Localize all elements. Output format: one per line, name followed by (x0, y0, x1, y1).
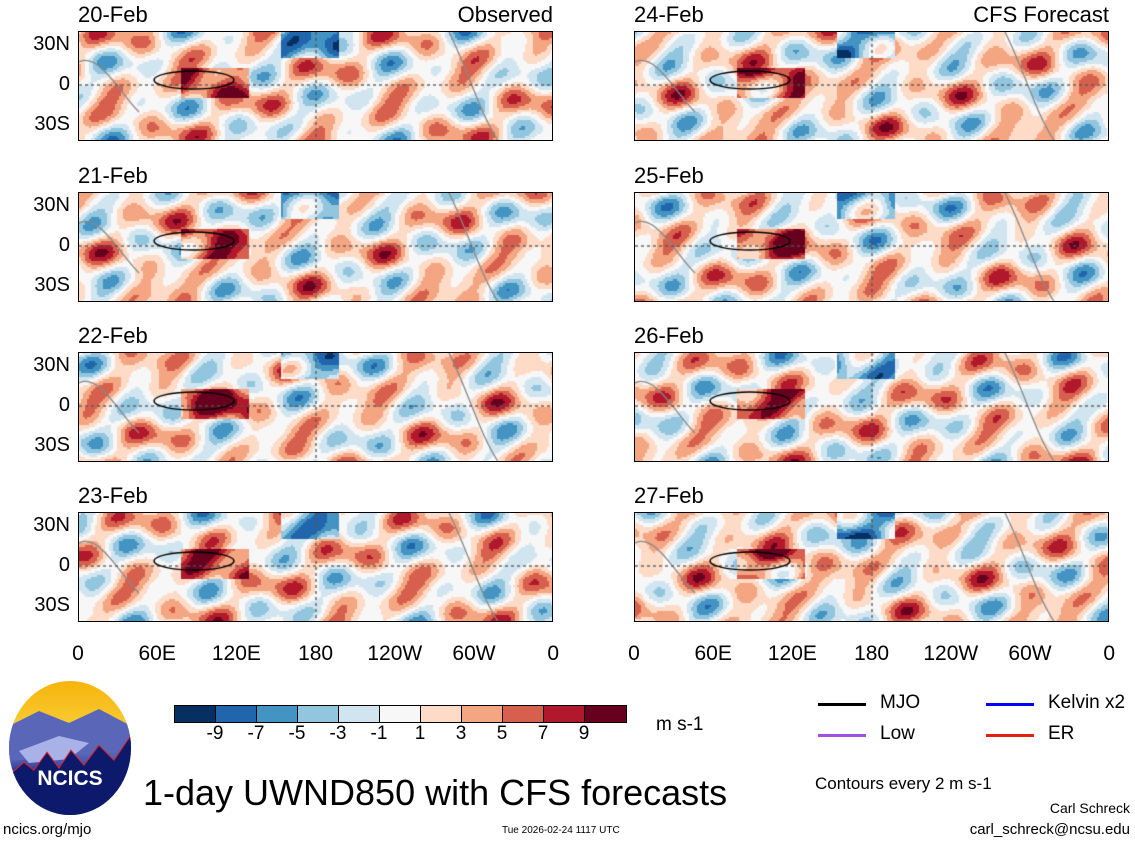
author-email[interactable]: carl_schreck@ncsu.edu (969, 821, 1130, 838)
panel-source: Observed (457, 2, 553, 27)
legend-line (818, 734, 866, 737)
y-tick-label: 30N (33, 194, 70, 216)
figure-title: 1-day UWND850 with CFS forecasts (143, 772, 728, 813)
map-panel (78, 31, 553, 141)
legend-label: ER (1048, 723, 1075, 744)
x-tick-label: 120E (767, 642, 817, 665)
panel-date: 23-Feb (78, 483, 148, 508)
wind-anomaly-map (635, 513, 1108, 621)
y-tick-label: 0 (58, 73, 70, 95)
wind-anomaly-map (635, 353, 1108, 461)
x-tick-label: 60W (452, 642, 496, 665)
colorbar-swatch (298, 706, 339, 722)
colorbar-label: -9 (206, 723, 224, 744)
map-panel (78, 352, 553, 462)
x-tick-label: 120W (923, 642, 979, 665)
panel-date: 21-Feb (78, 163, 148, 188)
wind-anomaly-map (79, 32, 552, 140)
colorbar-swatch (257, 706, 298, 722)
colorbar-swatch (544, 706, 585, 722)
map-panel (78, 192, 553, 302)
legend-line (818, 703, 866, 706)
map-panel (78, 512, 553, 622)
x-tick-label: 0 (628, 642, 640, 665)
logo-text: NCICS (37, 767, 103, 790)
author: Carl Schreck (1049, 800, 1130, 816)
panel-date: 27-Feb (634, 483, 704, 508)
y-tick-label: 30N (33, 514, 70, 536)
map-panel (634, 31, 1109, 141)
colorbar (174, 705, 627, 723)
panel-source: CFS Forecast (973, 2, 1109, 27)
y-tick-label: 30S (34, 594, 70, 616)
wind-anomaly-map (635, 193, 1108, 301)
y-tick-label: 30S (34, 434, 70, 456)
legend-label: MJO (880, 692, 921, 713)
colorbar-swatch (175, 706, 216, 722)
map-panel (634, 512, 1109, 622)
legend-line (986, 703, 1034, 706)
colorbar-swatch (462, 706, 503, 722)
colorbar-label: 9 (578, 723, 590, 744)
site-link[interactable]: ncics.org/mjo (3, 821, 92, 838)
colorbar-swatch (585, 706, 626, 722)
colorbar-label: 7 (537, 723, 549, 744)
x-tick-label: 60E (694, 642, 732, 665)
colorbar-label: 1 (414, 723, 426, 744)
x-tick-label: 60W (1008, 642, 1052, 665)
x-tick-label: 0 (72, 642, 84, 665)
colorbar-units: m s-1 (656, 714, 704, 735)
panel-date: 20-Feb (78, 2, 148, 27)
x-tick-label: 120W (367, 642, 423, 665)
colorbar-label: 3 (455, 723, 467, 744)
x-tick-label: 180 (854, 642, 890, 665)
contours-note: Contours every 2 m s-1 (815, 774, 992, 793)
x-tick-label: 180 (298, 642, 334, 665)
colorbar-label: -1 (370, 723, 388, 744)
panel-date: 24-Feb (634, 2, 704, 27)
timestamp: Tue 2026-02-24 1117 UTC (502, 825, 620, 836)
legend-line (986, 734, 1034, 737)
x-tick-label: 60E (138, 642, 176, 665)
wind-anomaly-map (79, 193, 552, 301)
y-tick-label: 0 (58, 554, 70, 576)
ncics-logo[interactable]: NCICS (9, 681, 131, 815)
colorbar-swatch (503, 706, 544, 722)
colorbar-label: -7 (247, 723, 265, 744)
colorbar-swatch (216, 706, 257, 722)
wind-anomaly-map (635, 32, 1108, 140)
legend-label: Low (880, 723, 915, 744)
x-tick-label: 0 (547, 642, 560, 665)
y-tick-label: 30S (34, 274, 70, 296)
y-tick-label: 0 (58, 234, 70, 256)
wind-anomaly-map (79, 353, 552, 461)
legend-label: Kelvin x2 (1048, 692, 1126, 713)
colorbar-label: -5 (288, 723, 306, 744)
colorbar-swatch (339, 706, 380, 722)
colorbar-swatch (421, 706, 462, 722)
x-tick-label: 0 (1103, 642, 1116, 665)
panel-date: 26-Feb (634, 323, 704, 348)
y-tick-label: 0 (58, 394, 70, 416)
panel-date: 25-Feb (634, 163, 704, 188)
map-panel (634, 352, 1109, 462)
colorbar-label: -3 (329, 723, 347, 744)
wind-anomaly-map (79, 513, 552, 621)
panel-date: 22-Feb (78, 323, 148, 348)
colorbar-swatch (380, 706, 421, 722)
y-tick-label: 30N (33, 354, 70, 376)
colorbar-label: 5 (496, 723, 508, 744)
y-tick-label: 30S (34, 113, 70, 135)
y-tick-label: 30N (33, 33, 70, 55)
x-tick-label: 120E (211, 642, 261, 665)
map-panel (634, 192, 1109, 302)
